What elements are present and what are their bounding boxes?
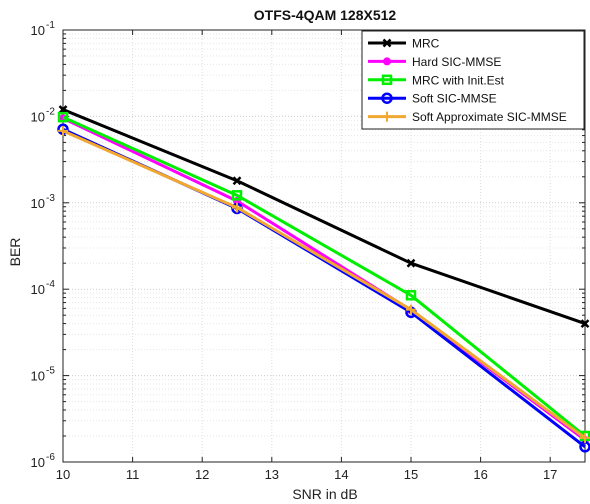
- legend-label: MRC with Init.Est: [412, 73, 505, 87]
- series-5: [58, 125, 590, 443]
- y-tick-label: 10: [31, 455, 45, 470]
- y-tick-label-exponent: -1: [46, 20, 55, 31]
- marker-dot: [383, 57, 391, 66]
- y-tick-label-exponent: -5: [46, 366, 55, 377]
- marker-plus: [58, 125, 68, 136]
- y-tick-label: 10: [31, 369, 45, 384]
- x-tick-label: 10: [56, 467, 70, 482]
- y-tick-label-exponent: -3: [46, 193, 55, 204]
- series-line: [62, 115, 586, 438]
- marker-circle: [381, 92, 393, 104]
- series-layer: [57, 105, 590, 453]
- plot-frame: [62, 29, 586, 463]
- series-line: [62, 129, 586, 440]
- legend-label: MRC: [412, 37, 440, 51]
- chart-title: OTFS-4QAM 128X512: [254, 7, 397, 23]
- x-tick-label: 16: [473, 467, 487, 482]
- legend-entry: MRC: [368, 37, 440, 51]
- legend-label: Hard SIC-MMSE: [412, 55, 501, 69]
- marker-x: [406, 258, 416, 268]
- y-axis-label: BER: [7, 238, 23, 267]
- y-tick-label: 10: [31, 196, 45, 211]
- y-tick-label-exponent: -2: [46, 106, 55, 117]
- y-tick-label-exponent: -4: [46, 279, 55, 290]
- legend-entry: Soft SIC-MMSE: [368, 92, 497, 106]
- marker-plus: [232, 202, 242, 213]
- legend-entry: MRC with Init.Est: [368, 73, 505, 87]
- legend-entry: Soft Approximate SIC-MMSE: [368, 110, 567, 124]
- x-axis-label: SNR in dB: [292, 486, 357, 502]
- marker-plus: [406, 304, 416, 315]
- series-line: [62, 108, 586, 325]
- y-tick-label: 10: [31, 109, 45, 124]
- marker-plus: [382, 111, 392, 122]
- legend-label: Soft SIC-MMSE: [412, 92, 497, 106]
- marker-x: [580, 319, 590, 328]
- x-tick-label: 11: [126, 467, 140, 482]
- legend: MRC Hard SIC-MMSE MRC with Init.Est Soft SI…: [361, 30, 585, 130]
- x-tick-label: 15: [404, 467, 418, 482]
- x-tick-label: 14: [334, 467, 348, 482]
- marker-square: [381, 74, 393, 86]
- marker-x: [382, 38, 392, 48]
- series-1: [58, 105, 590, 328]
- x-tick-label: 17: [543, 467, 557, 482]
- marker-square: [405, 290, 417, 301]
- marker-plus: [580, 432, 590, 443]
- x-tick-label: 12: [195, 467, 209, 482]
- marker-square: [57, 111, 69, 123]
- marker-x: [58, 105, 68, 114]
- y-tick-label-exponent: -6: [46, 452, 55, 463]
- legend-label: Soft Approximate SIC-MMSE: [412, 110, 567, 124]
- y-tick-label: 10: [31, 282, 45, 297]
- marker-square: [231, 190, 243, 201]
- legend-entry: Hard SIC-MMSE: [368, 55, 501, 69]
- x-tick-label: 13: [265, 467, 279, 482]
- y-tick-label: 10: [31, 23, 45, 38]
- marker-x: [232, 176, 242, 186]
